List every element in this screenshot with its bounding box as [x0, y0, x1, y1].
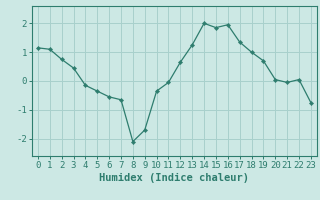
- X-axis label: Humidex (Indice chaleur): Humidex (Indice chaleur): [100, 173, 249, 183]
